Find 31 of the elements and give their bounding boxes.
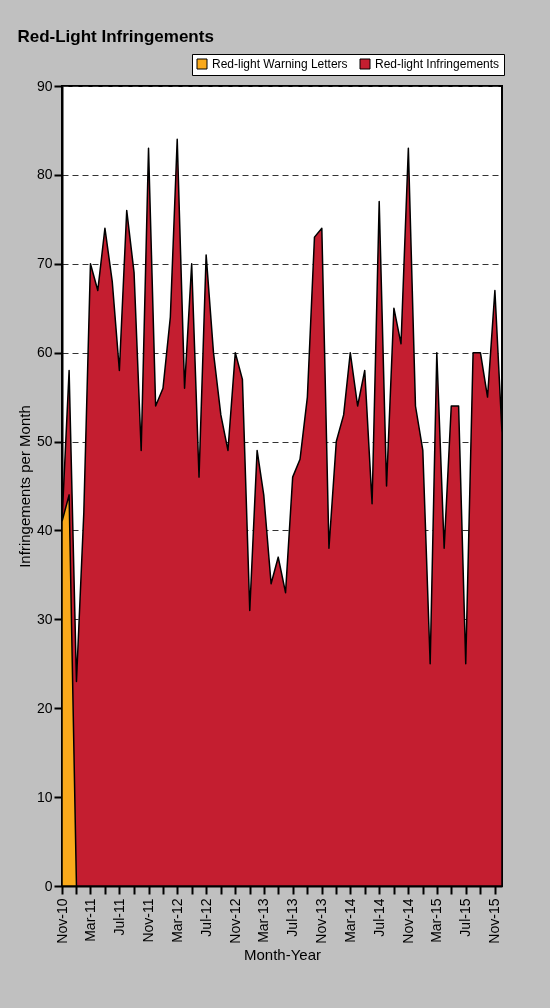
x-tick-label: Jul-13 bbox=[284, 898, 301, 937]
x-tick-label: Jul-15 bbox=[457, 898, 474, 937]
y-tick-label: 70 bbox=[36, 255, 53, 272]
y-tick-label: 80 bbox=[36, 166, 53, 183]
x-tick-label: Nov-13 bbox=[313, 898, 330, 944]
x-tick-label: Nov-15 bbox=[486, 898, 503, 944]
x-tick-label: Jul-11 bbox=[110, 898, 127, 936]
legend-label: Red-light Infringements bbox=[375, 57, 500, 71]
x-tick-label: Nov-14 bbox=[399, 898, 416, 944]
x-tick-label: Nov-10 bbox=[53, 898, 70, 944]
x-tick-label: Mar-13 bbox=[255, 898, 272, 943]
y-tick-label: 90 bbox=[36, 77, 53, 94]
y-tick-label: 50 bbox=[36, 433, 53, 450]
y-tick-label: 40 bbox=[36, 521, 53, 538]
x-tick-label: Nov-12 bbox=[226, 898, 243, 944]
y-tick-label: 0 bbox=[44, 877, 53, 894]
y-tick-label: 10 bbox=[36, 788, 53, 805]
x-tick-label: Mar-15 bbox=[428, 898, 445, 943]
chart-title: Red-Light Infringements bbox=[17, 26, 214, 46]
x-tick-label: Jul-12 bbox=[197, 898, 214, 937]
y-tick-label: 60 bbox=[36, 344, 53, 361]
legend-label: Red-light Warning Letters bbox=[212, 57, 348, 71]
y-tick-label: 30 bbox=[36, 610, 53, 627]
x-tick-label: Mar-11 bbox=[81, 898, 98, 942]
x-tick-label: Nov-11 bbox=[140, 898, 157, 943]
x-axis-title: Month-Year bbox=[244, 945, 321, 963]
y-axis-title: Infringements per Month bbox=[15, 405, 33, 568]
y-tick-label: 20 bbox=[36, 699, 53, 716]
x-tick-label: Mar-12 bbox=[168, 898, 185, 943]
x-tick-label: Jul-14 bbox=[370, 898, 387, 937]
x-tick-label: Mar-14 bbox=[341, 898, 358, 943]
